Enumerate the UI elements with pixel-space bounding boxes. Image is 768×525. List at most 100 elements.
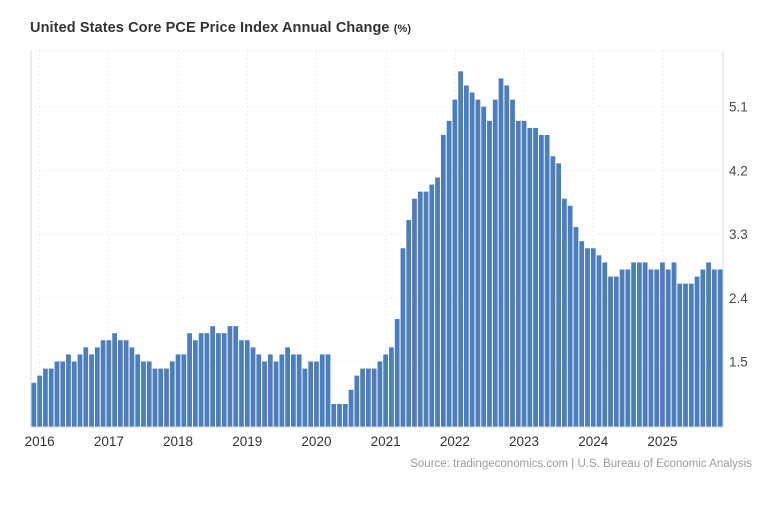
bar[interactable] — [221, 333, 227, 427]
bar[interactable] — [256, 354, 262, 427]
bar[interactable] — [446, 120, 452, 428]
bar[interactable] — [660, 262, 665, 427]
bar[interactable] — [423, 191, 429, 427]
bar[interactable] — [435, 177, 440, 427]
bar[interactable] — [325, 354, 331, 427]
bar[interactable] — [440, 135, 446, 427]
bar[interactable] — [106, 340, 112, 427]
bar[interactable] — [683, 283, 688, 427]
bar[interactable] — [510, 99, 515, 428]
bar[interactable] — [469, 92, 475, 427]
bar[interactable] — [71, 361, 77, 427]
bar[interactable] — [538, 135, 544, 427]
bar[interactable] — [141, 361, 146, 427]
bar[interactable] — [83, 347, 89, 427]
bar[interactable] — [550, 156, 556, 427]
bar[interactable] — [648, 269, 654, 427]
bar[interactable] — [504, 85, 510, 427]
bar[interactable] — [210, 326, 216, 427]
bar[interactable] — [146, 361, 152, 427]
bar[interactable] — [112, 333, 117, 427]
bar[interactable] — [77, 354, 83, 427]
bar[interactable] — [158, 368, 164, 427]
bar[interactable] — [631, 262, 636, 427]
bar[interactable] — [406, 219, 412, 427]
bar[interactable] — [60, 361, 66, 427]
bar[interactable] — [192, 340, 198, 427]
bar[interactable] — [279, 354, 285, 427]
bar[interactable] — [417, 191, 423, 427]
bar[interactable] — [429, 184, 435, 427]
bar[interactable] — [152, 368, 158, 427]
bar[interactable] — [579, 241, 585, 427]
bar[interactable] — [66, 354, 71, 427]
bar[interactable] — [389, 347, 394, 427]
bar[interactable] — [204, 333, 210, 427]
bar[interactable] — [642, 262, 648, 427]
bar[interactable] — [348, 389, 354, 427]
bar[interactable] — [308, 361, 314, 427]
bar[interactable] — [365, 368, 371, 427]
bar[interactable] — [487, 120, 492, 428]
bar[interactable] — [585, 248, 590, 427]
bar[interactable] — [164, 368, 169, 427]
bar[interactable] — [694, 276, 700, 427]
bar[interactable] — [31, 382, 37, 427]
bar[interactable] — [498, 78, 504, 427]
bar[interactable] — [562, 198, 567, 427]
bar[interactable] — [665, 269, 671, 427]
bar[interactable] — [89, 354, 94, 427]
bar[interactable] — [239, 340, 244, 427]
bar[interactable] — [464, 85, 469, 427]
bar[interactable] — [625, 269, 631, 427]
bar[interactable] — [608, 276, 613, 427]
bar[interactable] — [233, 326, 239, 427]
bar[interactable] — [383, 354, 389, 427]
bar[interactable] — [302, 368, 308, 427]
bar[interactable] — [227, 326, 233, 427]
bar[interactable] — [337, 403, 342, 427]
bar[interactable] — [135, 354, 141, 427]
bar[interactable] — [521, 120, 527, 428]
bar[interactable] — [613, 276, 619, 427]
bar[interactable] — [590, 248, 596, 427]
bar[interactable] — [706, 262, 711, 427]
bar[interactable] — [360, 368, 365, 427]
bar[interactable] — [244, 340, 250, 427]
bar[interactable] — [129, 347, 135, 427]
bar[interactable] — [573, 227, 579, 427]
bar[interactable] — [314, 361, 319, 427]
bar[interactable] — [273, 361, 279, 427]
bar[interactable] — [567, 205, 573, 427]
bar[interactable] — [711, 269, 717, 427]
bar[interactable] — [400, 248, 406, 427]
bar[interactable] — [700, 269, 706, 427]
bar[interactable] — [250, 347, 256, 427]
bar[interactable] — [216, 333, 221, 427]
bar[interactable] — [556, 163, 562, 427]
bar[interactable] — [319, 354, 325, 427]
bar[interactable] — [637, 262, 642, 427]
bar[interactable] — [481, 106, 487, 427]
bar[interactable] — [371, 368, 377, 427]
bar[interactable] — [37, 375, 43, 427]
bar[interactable] — [54, 361, 60, 427]
bar[interactable] — [267, 354, 273, 427]
bar[interactable] — [94, 347, 100, 427]
bar[interactable] — [654, 269, 660, 427]
bar[interactable] — [452, 99, 458, 428]
bar[interactable] — [187, 333, 192, 427]
bar[interactable] — [544, 135, 550, 427]
bar[interactable] — [262, 361, 267, 427]
bar[interactable] — [619, 269, 625, 427]
bar[interactable] — [291, 354, 296, 427]
bar[interactable] — [285, 347, 290, 427]
bar[interactable] — [475, 99, 481, 428]
bar[interactable] — [458, 71, 463, 427]
bar[interactable] — [717, 269, 723, 427]
bar[interactable] — [671, 262, 677, 427]
bar[interactable] — [198, 333, 204, 427]
bar[interactable] — [596, 255, 602, 427]
bar[interactable] — [123, 340, 129, 427]
bar[interactable] — [169, 361, 175, 427]
